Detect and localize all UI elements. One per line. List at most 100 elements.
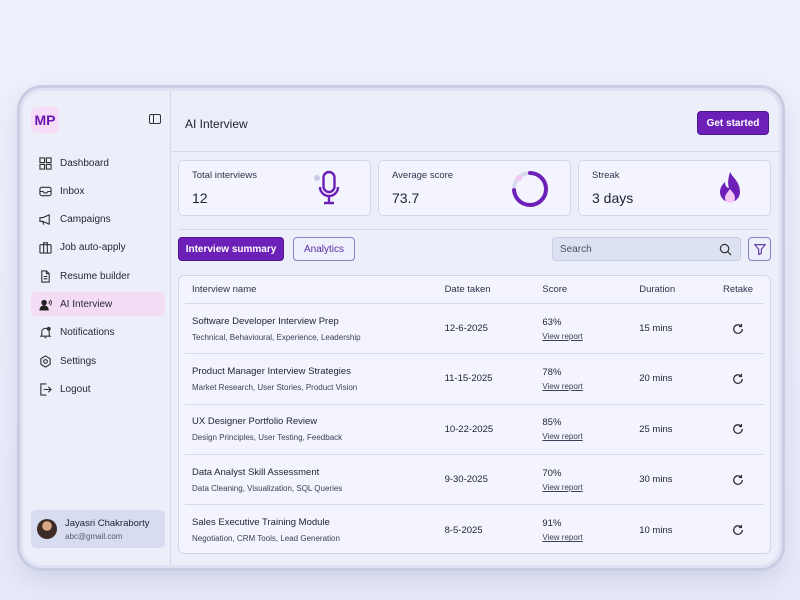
search-icon[interactable] — [719, 243, 732, 256]
date-cell: 10-22-2025 — [444, 423, 494, 435]
stat-label: Total interviews — [192, 170, 257, 181]
interview-tags: Market Research, User Stories, Product V… — [192, 382, 358, 392]
table-row[interactable]: Sales Executive Training Module Negotiat… — [185, 505, 764, 553]
score-cell: 85% View report — [542, 417, 639, 441]
user-profile-card[interactable]: Jayasri Chakraborty abc@gmail.com — [31, 510, 165, 548]
sidebar-item-label: Notifications — [60, 327, 115, 339]
score-value: 70% — [542, 467, 562, 479]
retake-icon[interactable] — [732, 474, 744, 486]
sidebar-toggle-icon[interactable] — [149, 114, 161, 124]
stat-label: Streak — [592, 170, 620, 181]
stat-card-total-interviews: Total interviews 12 — [178, 160, 371, 216]
retake-cell — [712, 323, 764, 335]
filter-icon — [753, 244, 766, 255]
sidebar-item-ai-interview[interactable]: AI Interview — [31, 292, 165, 317]
sidebar-item-notifications[interactable]: Notifications — [31, 321, 165, 345]
tab-analytics[interactable]: Analytics — [293, 237, 355, 261]
score-value: 78% — [542, 366, 562, 378]
table-row[interactable]: Software Developer Interview Prep Techni… — [185, 304, 764, 355]
sidebar-item-settings[interactable]: Settings — [31, 349, 165, 373]
microphone-icon — [314, 170, 340, 205]
sidebar-item-label: AI Interview — [60, 298, 113, 310]
retake-icon[interactable] — [732, 323, 744, 335]
stat-value: 73.7 — [392, 190, 420, 206]
gear-icon — [39, 354, 52, 368]
device-frame: MP Dashboard Inbox — [20, 88, 782, 568]
briefcase-icon — [39, 241, 52, 255]
retake-icon[interactable] — [732, 373, 744, 385]
grid-icon — [39, 156, 52, 170]
sidebar: MP Dashboard Inbox — [23, 91, 171, 565]
date-cell: 8-5-2025 — [444, 524, 483, 536]
score-cell: 78% View report — [542, 367, 639, 391]
sidebar-item-campaigns[interactable]: Campaigns — [31, 208, 165, 232]
retake-cell — [712, 423, 764, 435]
logout-icon — [39, 383, 52, 396]
interview-title: UX Designer Portfolio Review — [192, 416, 318, 428]
view-report-link[interactable]: View report — [542, 331, 583, 341]
sidebar-item-label: Logout — [60, 383, 91, 395]
tab-interview-summary[interactable]: Interview summary — [178, 237, 284, 261]
section-divider — [178, 229, 769, 230]
retake-cell — [712, 373, 764, 385]
document-icon — [39, 270, 52, 283]
header-divider — [171, 151, 779, 152]
retake-icon[interactable] — [732, 423, 744, 435]
view-report-link[interactable]: View report — [542, 482, 583, 492]
retake-cell — [712, 474, 764, 486]
main-content: AI Interview Get started Total interview… — [171, 91, 779, 565]
person-voice-icon — [39, 298, 52, 311]
sidebar-nav: Dashboard Inbox Campaigns — [31, 151, 165, 406]
duration-cell: 20 mins — [639, 373, 673, 385]
sidebar-item-resume-builder[interactable]: Resume builder — [31, 264, 165, 288]
sidebar-item-label: Campaigns — [60, 214, 111, 226]
sidebar-item-label: Dashboard — [60, 157, 109, 169]
interview-tags: Data Cleaning, Visualization, SQL Querie… — [192, 483, 343, 493]
retake-cell — [712, 524, 764, 536]
score-value: 85% — [542, 417, 562, 429]
sidebar-item-job-auto-apply[interactable]: Job auto-apply — [31, 236, 165, 260]
view-report-link[interactable]: View report — [542, 533, 583, 543]
filter-button[interactable] — [748, 237, 771, 261]
app-logo[interactable]: MP — [31, 107, 59, 133]
sidebar-item-dashboard[interactable]: Dashboard — [31, 151, 165, 175]
sidebar-item-label: Job auto-apply — [60, 242, 126, 254]
column-header-date-taken: Date taken — [444, 284, 491, 295]
duration-cell: 25 mins — [639, 423, 673, 435]
column-header-retake: Retake — [722, 284, 754, 295]
stat-label: Average score — [392, 170, 454, 181]
duration-cell: 15 mins — [639, 323, 673, 335]
table-row[interactable]: UX Designer Portfolio Review Design Prin… — [185, 405, 764, 455]
user-name: Jayasri Chakraborty — [65, 517, 150, 529]
table-row[interactable]: Data Analyst Skill Assessment Data Clean… — [185, 455, 764, 506]
retake-icon[interactable] — [732, 524, 744, 536]
view-report-link[interactable]: View report — [542, 432, 583, 442]
sidebar-item-inbox[interactable]: Inbox — [31, 179, 165, 203]
score-value: 63% — [542, 316, 562, 328]
score-value: 91% — [542, 518, 562, 530]
date-cell: 12-6-2025 — [444, 323, 488, 335]
search-input[interactable]: Search — [552, 237, 741, 261]
interview-table: Interview name Date taken Score Duration… — [178, 275, 771, 554]
get-started-button[interactable]: Get started — [697, 111, 769, 135]
interview-name-cell: Software Developer Interview Prep Techni… — [185, 316, 445, 342]
page-title: AI Interview — [185, 117, 248, 131]
duration-cell: 30 mins — [639, 474, 673, 486]
stat-card-streak: Streak 3 days — [578, 160, 771, 216]
avatar — [37, 519, 57, 539]
interview-name-cell: Data Analyst Skill Assessment Data Clean… — [185, 467, 445, 493]
interview-name-cell: Sales Executive Training Module Negotiat… — [185, 517, 445, 543]
date-cell: 9-30-2025 — [444, 474, 488, 486]
interview-title: Data Analyst Skill Assessment — [192, 466, 320, 478]
sidebar-item-logout[interactable]: Logout — [31, 377, 165, 401]
table-row[interactable]: Product Manager Interview Strategies Mar… — [185, 354, 764, 405]
user-info: Jayasri Chakraborty abc@gmail.com — [65, 518, 149, 541]
view-report-link[interactable]: View report — [542, 381, 583, 391]
column-header-duration: Duration — [639, 284, 676, 295]
interview-name-cell: Product Manager Interview Strategies Mar… — [185, 366, 445, 392]
megaphone-icon — [39, 213, 52, 226]
stat-value: 12 — [192, 190, 208, 206]
sidebar-item-label: Inbox — [60, 185, 85, 197]
sidebar-item-label: Settings — [60, 355, 97, 367]
interview-name-cell: UX Designer Portfolio Review Design Prin… — [185, 416, 445, 442]
